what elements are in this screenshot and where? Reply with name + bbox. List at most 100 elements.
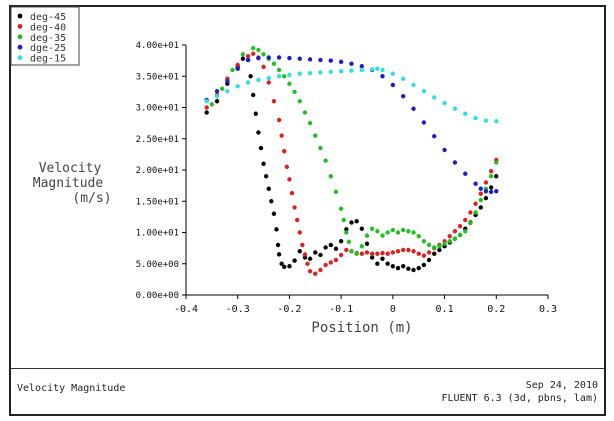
data-point [245,80,251,85]
data-point [359,67,365,73]
data-point [349,249,354,254]
data-point [385,261,390,266]
data-point [287,72,292,78]
data-point [442,241,447,246]
data-point [294,217,300,223]
data-point [287,55,292,61]
x-tick-label: 0 [390,304,396,315]
data-point [256,130,261,135]
data-point [305,261,310,266]
data-point [307,269,313,274]
data-point [349,61,354,66]
legend-marker [17,55,23,60]
y-axis-label: (m/s) [72,191,111,206]
data-point [275,242,281,248]
data-point [395,230,401,235]
data-point [300,242,305,248]
data-point [452,160,458,165]
data-point [307,256,313,261]
x-tick-label: -0.3 [226,304,250,315]
data-point [385,230,390,235]
data-point [292,258,297,263]
data-point [359,64,365,69]
data-point [390,250,396,255]
data-point [359,244,365,249]
x-tick-label: 0.3 [539,304,557,315]
data-point [245,57,251,63]
data-point [411,249,416,254]
data-point [318,57,323,63]
chart-axes: -0.4 -0.3 -0.2 -0.1 0 0.1 0.2 0.3 0.00e+00 5.00e+… [33,41,557,336]
data-point [401,264,406,269]
legend-marker [17,44,23,50]
data-point [302,252,308,257]
y-tick-label: 1.50e+01 [136,197,179,207]
legend-label: deg-35 [30,33,66,44]
data-point [457,224,463,229]
data-point [256,47,261,53]
data-point [328,58,333,63]
data-point [271,61,277,66]
data-point [421,239,427,244]
data-point [204,110,209,115]
y-tick-label: 4.00e+01 [136,41,179,51]
y-tick-label: 0.00e+00 [136,291,179,301]
data-point [235,84,240,89]
data-point [220,86,225,91]
data-point [364,250,370,255]
data-point [359,226,365,231]
data-point [380,67,385,73]
data-point [307,57,313,62]
data-point [369,255,375,260]
data-point [390,227,396,233]
data-point [346,239,352,245]
data-point [204,105,209,110]
x-tick-label: 0.2 [487,304,505,315]
data-point [214,94,220,99]
x-tick-label: -0.2 [277,304,301,315]
data-point [395,249,401,254]
data-point [338,59,344,65]
data-point [266,55,271,60]
data-point [225,89,230,94]
data-point [333,257,339,263]
data-point [269,199,274,204]
data-point [214,99,220,104]
data-point [251,92,256,98]
data-point [256,55,261,61]
data-point [276,67,282,73]
data-point [225,79,230,84]
data-point [318,70,323,75]
data-point [406,229,411,234]
data-point [452,106,458,111]
data-point [276,74,282,79]
data-point [271,99,277,104]
data-point [416,265,421,271]
data-point [313,133,318,138]
y-tick-label: 1.00e+01 [136,229,179,239]
data-point [380,233,385,238]
data-point [432,95,437,100]
data-point [323,245,328,250]
data-point [468,210,473,215]
data-point [432,251,437,256]
data-point [261,161,266,166]
data-point [209,102,215,107]
data-point [473,210,478,215]
data-point [240,52,246,57]
data-point [426,250,432,255]
data-point [287,264,292,269]
legend-marker [17,34,23,40]
data-point [338,239,344,244]
data-point [447,234,452,239]
data-point [452,236,458,241]
data-point [261,64,266,70]
data-point [318,145,323,151]
data-point [463,111,468,116]
data-point [406,266,411,271]
data-point [494,160,499,165]
data-point [297,230,302,235]
y-tick-label: 3.50e+01 [136,72,179,82]
